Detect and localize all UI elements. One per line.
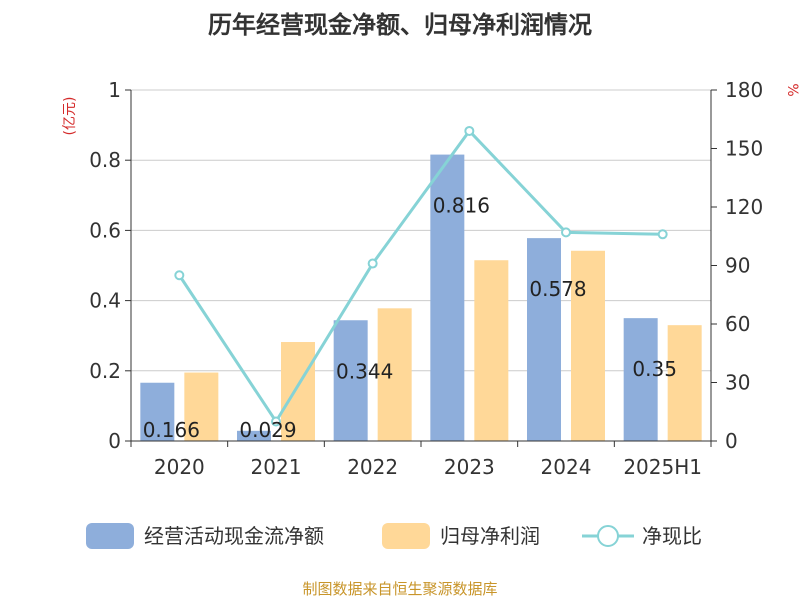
net-profit-bar <box>571 250 605 441</box>
legend-label-net-profit: 归母净利润 <box>440 524 540 548</box>
left-tick-label: 1 <box>108 78 121 102</box>
legend-label-ratio: 净现比 <box>642 524 702 548</box>
x-tick-label: 2020 <box>154 455 205 479</box>
left-axis-unit: (亿元) <box>62 97 78 136</box>
legend-swatch-net-profit <box>382 523 430 549</box>
data-labels: 0.166 0.029 0.344 0.816 0.578 0.35 <box>143 194 677 442</box>
x-tick-label: 2024 <box>541 455 592 479</box>
right-tick-label: 120 <box>725 195 763 219</box>
ratio-point <box>561 227 571 238</box>
ratio-point <box>271 416 281 427</box>
net-profit-bar <box>377 308 412 441</box>
ratio-point <box>367 258 378 269</box>
right-tick-label: 60 <box>725 312 750 336</box>
right-tick-label: 180 <box>725 78 763 102</box>
left-tick-label: 0.6 <box>89 218 121 242</box>
x-tick-label: 2025H1 <box>623 455 702 479</box>
right-tick-label: 90 <box>725 254 750 278</box>
x-tick-label: 2022 <box>347 455 398 479</box>
cashflow-bar <box>140 382 175 441</box>
cashflow-data-label: 0.344 <box>336 359 393 383</box>
right-tick-label: 150 <box>725 137 763 161</box>
legend: 经营活动现金流净额 归母净利润 净现比 <box>86 523 702 549</box>
legend-swatch-cashflow <box>86 523 134 549</box>
cashflow-data-label: 0.166 <box>143 418 200 442</box>
net-profit-bar <box>474 260 509 441</box>
left-tick-label: 0.4 <box>89 289 121 313</box>
cashflow-bar <box>623 318 658 441</box>
source-note: 制图数据来自恒生聚源数据库 <box>302 580 497 598</box>
x-tick-label: 2023 <box>444 455 495 479</box>
chart-title: 历年经营现金净额、归母净利润情况 <box>208 11 592 39</box>
ratio-point <box>174 270 185 281</box>
right-tick-label: 0 <box>725 429 738 453</box>
bars <box>140 154 702 442</box>
net-profit-bar <box>667 325 702 441</box>
cashflow-bar <box>237 430 271 441</box>
cashflow-data-label: 0.35 <box>632 357 677 381</box>
x-tick-label: 2021 <box>251 455 302 479</box>
cashflow-data-label: 0.816 <box>433 194 490 218</box>
left-tick-label: 0 <box>108 429 121 453</box>
left-tick-label: 0.2 <box>89 359 121 383</box>
ratio-point <box>657 229 668 240</box>
right-tick-label: 30 <box>725 371 750 395</box>
cashflow-bar <box>430 154 465 442</box>
cashflow-data-label: 0.029 <box>239 418 296 442</box>
ratio-line <box>174 125 668 427</box>
ratio-line-path <box>178 128 663 425</box>
net-profit-bar <box>184 372 219 441</box>
cashflow-bar <box>527 238 561 441</box>
right-axis-unit: % <box>784 83 800 96</box>
axes: 0 0.2 0.4 0.6 0.8 1 0 30 60 90 120 150 180 2020 2021 20… <box>89 78 763 479</box>
net-profit-bar <box>281 342 315 441</box>
left-tick-label: 0.8 <box>89 148 121 172</box>
cashflow-data-label: 0.578 <box>529 277 586 301</box>
legend-marker-ratio <box>597 525 619 547</box>
ratio-point <box>464 125 475 136</box>
gridlines <box>131 89 711 372</box>
legend-label-cashflow: 经营活动现金流净额 <box>144 524 324 548</box>
cashflow-bar <box>333 320 368 441</box>
